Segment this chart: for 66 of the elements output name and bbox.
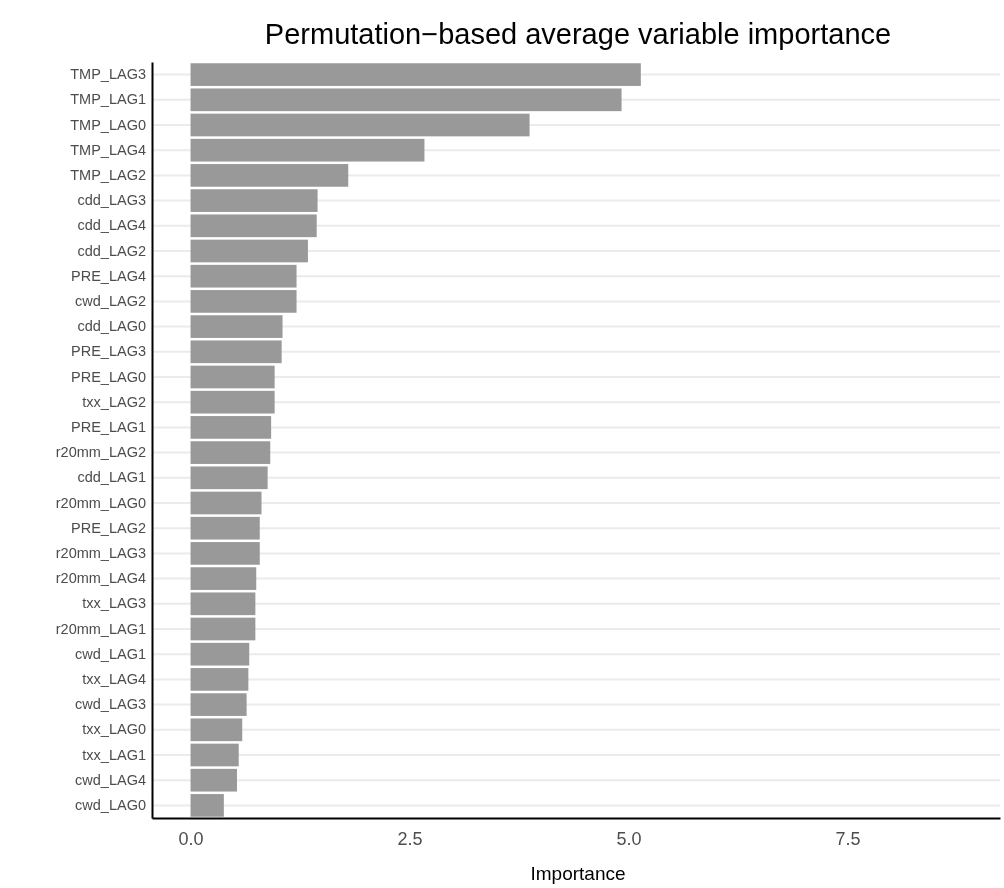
y-tick-label: txx_LAG2: [82, 393, 146, 410]
y-tick-label: txx_LAG3: [82, 595, 146, 612]
bar: [190, 768, 237, 792]
y-tick-label: cdd_LAG2: [77, 242, 146, 259]
x-tick-label: 5.0: [616, 828, 642, 849]
x-tick-label: 0.0: [178, 828, 204, 849]
bar: [190, 290, 297, 313]
y-tick-label: TMP_LAG2: [70, 167, 146, 184]
bar: [190, 567, 257, 590]
bar: [190, 390, 275, 414]
bar: [190, 491, 262, 515]
bar: [190, 416, 272, 439]
y-tick-label: PRE_LAG3: [71, 343, 146, 360]
bar: [190, 516, 260, 540]
y-tick-label: cdd_LAG3: [77, 192, 146, 209]
bar: [190, 340, 282, 364]
bar: [190, 693, 247, 716]
bar: [190, 138, 425, 162]
y-tick-label: PRE_LAG1: [71, 419, 146, 436]
y-tick-label: txx_LAG4: [82, 671, 146, 688]
y-tick-label: cdd_LAG4: [77, 217, 146, 234]
y-tick-label: cwd_LAG3: [75, 696, 146, 713]
bar: [190, 315, 283, 338]
y-tick-label: TMP_LAG3: [70, 66, 146, 83]
bar: [190, 113, 530, 137]
bar: [190, 441, 271, 464]
y-tick-label: r20mm_LAG0: [55, 494, 146, 511]
y-tick-label: cwd_LAG1: [75, 645, 146, 662]
y-tick-label: cdd_LAG0: [77, 318, 146, 335]
y-tick-label: r20mm_LAG1: [55, 620, 146, 637]
x-tick-label: 7.5: [835, 828, 861, 849]
y-tick-label: TMP_LAG1: [70, 91, 146, 108]
bar: [190, 189, 318, 212]
y-tick-label: cdd_LAG1: [77, 469, 146, 486]
bar: [190, 365, 275, 389]
y-tick-label: TMP_LAG4: [70, 141, 146, 158]
y-tick-label: cwd_LAG2: [75, 293, 146, 310]
bar: [190, 592, 256, 616]
y-tick-label: txx_LAG1: [82, 746, 146, 763]
x-axis-title: Importance: [530, 863, 626, 884]
bar: [190, 88, 622, 112]
y-tick-label: txx_LAG0: [82, 721, 146, 738]
bar: [190, 743, 239, 767]
bar: [190, 164, 349, 187]
y-tick-label: cwd_LAG4: [75, 771, 146, 788]
y-tick-label: cwd_LAG0: [75, 797, 146, 814]
y-tick-label: PRE_LAG0: [71, 368, 146, 385]
bar: [190, 794, 224, 817]
x-tick-label: 2.5: [397, 828, 423, 849]
bar: [190, 63, 641, 86]
bar: [190, 214, 317, 238]
y-tick-label: r20mm_LAG2: [55, 444, 146, 461]
bar: [190, 617, 256, 641]
bar: [190, 718, 243, 742]
bar: [190, 642, 250, 666]
y-tick-label: r20mm_LAG4: [55, 570, 146, 587]
bar: [190, 264, 297, 288]
y-tick-label: r20mm_LAG3: [55, 545, 146, 562]
chart-title: Permutation−based average variable importance: [264, 18, 892, 50]
bar: [190, 542, 260, 565]
bar: [190, 466, 268, 490]
y-tick-label: PRE_LAG4: [71, 267, 146, 284]
y-tick-label: TMP_LAG0: [70, 116, 146, 133]
y-tick-label: PRE_LAG2: [71, 519, 146, 536]
bar: [190, 239, 308, 263]
bar: [190, 668, 249, 691]
